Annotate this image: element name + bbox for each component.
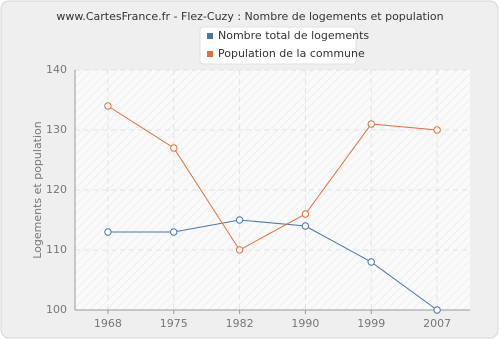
- data-point: [170, 228, 178, 236]
- data-point: [367, 120, 375, 128]
- data-point: [301, 210, 310, 218]
- legend: [199, 26, 357, 65]
- data-point: [301, 222, 310, 230]
- data-point: [104, 228, 112, 236]
- data-point: [235, 216, 244, 224]
- x-tick-label: 1999: [357, 317, 385, 330]
- y-tick-label: 120: [46, 183, 67, 196]
- x-tick-label: 1990: [291, 317, 319, 330]
- data-point: [170, 144, 178, 152]
- x-tick-label: 2007: [423, 317, 451, 330]
- y-tick-label: 130: [46, 123, 67, 136]
- data-point: [104, 102, 112, 110]
- y-tick-label: 110: [46, 243, 67, 256]
- legend-label: Nombre total de logements: [218, 29, 369, 42]
- x-tick-label: 1982: [226, 317, 254, 330]
- x-tick-label: 1968: [94, 317, 122, 330]
- legend-swatch: [207, 33, 213, 39]
- legend-swatch: [207, 51, 213, 57]
- x-tick-label: 1975: [160, 317, 188, 330]
- data-point: [367, 258, 375, 266]
- y-tick-label: 140: [46, 63, 67, 76]
- data-point: [433, 126, 441, 134]
- legend-label: Population de la commune: [218, 47, 365, 60]
- data-point: [433, 306, 441, 314]
- y-tick-label: 100: [46, 303, 67, 316]
- data-point: [235, 246, 244, 254]
- chart-title: www.CartesFrance.fr - Flez-Cuzy : Nombre…: [56, 10, 443, 23]
- y-axis-label: Logements et population: [31, 121, 44, 259]
- series-line: [107, 219, 438, 311]
- series-line: [107, 105, 438, 251]
